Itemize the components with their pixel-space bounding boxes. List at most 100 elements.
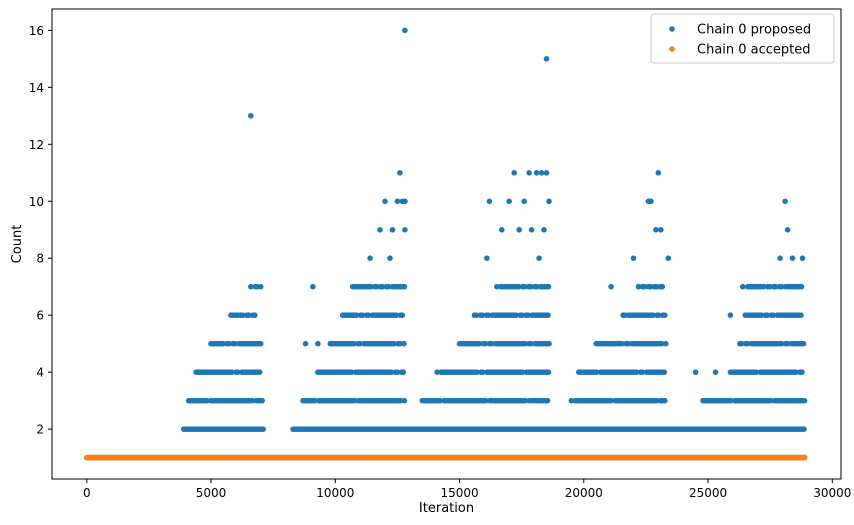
proposed-point: [312, 397, 318, 404]
proposed-point: [315, 340, 321, 347]
y-tick-label: 4: [36, 366, 44, 380]
x-tick-label: 15000: [440, 486, 478, 500]
proposed-point: [402, 198, 408, 205]
proposed-point: [663, 340, 669, 347]
proposed-point: [397, 340, 403, 347]
legend-label-proposed: Chain 0 proposed: [697, 23, 811, 38]
proposed-point: [659, 283, 666, 290]
proposed-point: [446, 369, 453, 376]
proposed-point: [655, 170, 662, 176]
proposed-point: [545, 369, 552, 376]
y-axis-label: Count: [10, 225, 25, 264]
proposed-point: [770, 312, 776, 319]
proposed-point: [778, 283, 785, 290]
proposed-point: [764, 312, 770, 319]
proposed-point: [351, 397, 358, 404]
proposed-point: [793, 369, 799, 376]
proposed-point: [257, 283, 264, 290]
proposed-point: [528, 340, 534, 347]
proposed-point: [399, 312, 406, 319]
proposed-point: [662, 312, 668, 319]
proposed-point: [794, 283, 801, 290]
proposed-point: [401, 397, 408, 404]
proposed-point: [400, 369, 407, 376]
legend-marker-accepted: [669, 46, 675, 52]
x-tick-label: 30000: [813, 486, 851, 500]
proposed-point: [240, 312, 246, 319]
proposed-point: [546, 198, 552, 205]
proposed-point: [800, 340, 807, 347]
proposed-point: [533, 170, 540, 176]
proposed-point: [464, 340, 470, 347]
proposed-point: [257, 340, 264, 347]
proposed-point: [647, 283, 654, 290]
data-points: [84, 27, 808, 461]
x-tick-label: 5000: [196, 486, 227, 500]
legend-label-accepted: Chain 0 accepted: [697, 43, 811, 58]
y-tick-label: 2: [36, 423, 44, 437]
proposed-point: [515, 283, 522, 290]
proposed-point: [538, 170, 545, 176]
proposed-point: [394, 369, 401, 376]
proposed-point: [545, 312, 551, 319]
legend-box: [650, 13, 835, 64]
proposed-point: [630, 255, 637, 261]
proposed-point: [235, 312, 242, 319]
proposed-point: [488, 340, 495, 347]
proposed-point: [665, 255, 672, 261]
proposed-point: [525, 312, 531, 319]
proposed-point: [661, 369, 668, 376]
accepted-point: [801, 454, 808, 461]
proposed-point: [506, 198, 512, 205]
proposed-point: [650, 312, 656, 319]
proposed-point: [801, 397, 808, 404]
proposed-point: [640, 283, 647, 290]
proposed-point: [659, 340, 665, 347]
proposed-point: [347, 312, 354, 319]
proposed-point: [568, 397, 575, 404]
proposed-point: [526, 170, 532, 176]
proposed-point: [480, 369, 486, 376]
proposed-point: [653, 227, 659, 233]
y-tick-label: 8: [36, 252, 44, 266]
proposed-point: [778, 340, 785, 347]
proposed-point: [543, 170, 550, 176]
proposed-point: [232, 340, 238, 347]
proposed-point: [393, 312, 400, 319]
proposed-point: [482, 340, 489, 347]
proposed-point: [625, 312, 632, 319]
y-tick-label: 16: [29, 24, 44, 38]
legend: Chain 0 proposed Chain 0 accepted: [650, 13, 835, 64]
proposed-point: [203, 397, 210, 404]
proposed-point: [483, 397, 489, 404]
proposed-point: [603, 340, 609, 347]
proposed-point: [527, 283, 534, 290]
proposed-point: [692, 369, 699, 376]
proposed-point: [798, 283, 805, 290]
proposed-point: [789, 255, 796, 261]
proposed-point: [752, 283, 759, 290]
proposed-point: [648, 198, 654, 205]
proposed-point: [397, 170, 403, 176]
proposed-point: [760, 283, 767, 290]
proposed-point: [385, 283, 392, 290]
proposed-point: [499, 227, 505, 233]
proposed-point: [533, 283, 540, 290]
proposed-point: [365, 312, 372, 319]
proposed-point: [739, 340, 745, 347]
proposed-point: [767, 397, 774, 404]
y-tick-label: 12: [29, 138, 44, 152]
x-tick-label: 20000: [565, 486, 603, 500]
proposed-point: [519, 369, 526, 376]
proposed-point: [511, 170, 517, 176]
proposed-point: [536, 255, 542, 261]
proposed-point: [256, 369, 263, 376]
proposed-point: [639, 369, 646, 376]
proposed-point: [401, 340, 407, 347]
proposed-point: [359, 312, 366, 319]
proposed-point: [608, 397, 614, 404]
proposed-point: [484, 255, 490, 261]
proposed-point: [625, 340, 631, 347]
proposed-point: [394, 198, 401, 205]
